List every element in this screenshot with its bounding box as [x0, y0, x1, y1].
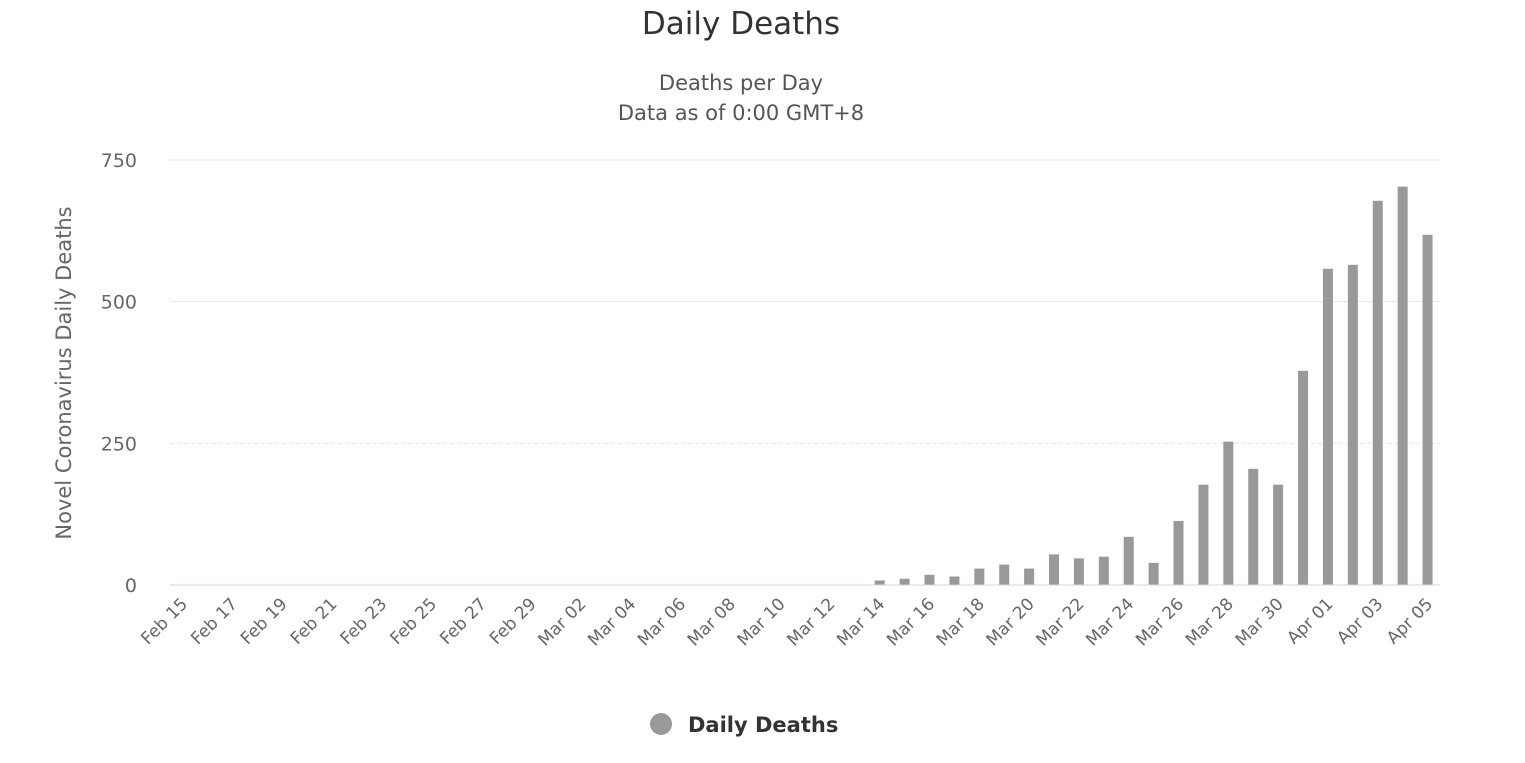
- x-tick-label-mar-16: Mar 16: [883, 594, 939, 650]
- gridlines: [170, 159, 1440, 444]
- bar-mar-28[interactable]: [1223, 441, 1234, 585]
- x-tick-label-apr-05: Apr 05: [1383, 594, 1437, 648]
- x-tick-label-mar-26: Mar 26: [1132, 594, 1188, 650]
- bar-mar-24[interactable]: [1123, 536, 1134, 585]
- x-tick-label-mar-08: Mar 08: [684, 594, 740, 650]
- x-tick-label-mar-22: Mar 22: [1033, 594, 1089, 650]
- y-tick-label-500: 500: [101, 292, 137, 314]
- chart-subtitle-line-1: Deaths per Day: [659, 71, 823, 95]
- x-tick-label-mar-18: Mar 18: [933, 594, 989, 650]
- y-axis-label: Novel Coronavirus Daily Deaths: [52, 206, 76, 539]
- x-tick-label-apr-03: Apr 03: [1333, 594, 1387, 648]
- x-tick-label-feb-25: Feb 25: [386, 594, 441, 649]
- bar-mar-22[interactable]: [1073, 558, 1084, 585]
- x-tick-label-mar-10: Mar 10: [734, 594, 790, 650]
- bar-apr-01[interactable]: [1322, 268, 1333, 585]
- bar-apr-05[interactable]: [1422, 234, 1433, 586]
- legend[interactable]: Daily Deaths: [650, 713, 838, 737]
- bar-mar-19[interactable]: [999, 564, 1010, 585]
- x-tick-label-mar-20: Mar 20: [983, 594, 1039, 650]
- bar-apr-04[interactable]: [1397, 186, 1408, 585]
- legend-label-daily-deaths[interactable]: Daily Deaths: [688, 713, 838, 737]
- x-tick-label-mar-28: Mar 28: [1182, 594, 1238, 650]
- x-tick-label-feb-27: Feb 27: [436, 594, 491, 649]
- x-tick-label-mar-06: Mar 06: [634, 594, 690, 650]
- x-tick-label-feb-23: Feb 23: [337, 594, 392, 649]
- y-tick-label-0: 0: [125, 575, 137, 597]
- y-tick-label-750: 750: [101, 150, 137, 172]
- x-tick-label-mar-04: Mar 04: [584, 594, 640, 650]
- bar-mar-29[interactable]: [1248, 468, 1259, 585]
- x-tick-label-apr-01: Apr 01: [1283, 594, 1337, 648]
- bar-mar-20[interactable]: [1024, 568, 1035, 585]
- y-tick-label-250: 250: [101, 433, 137, 455]
- x-tick-label-mar-12: Mar 12: [783, 594, 839, 650]
- bar-apr-03[interactable]: [1372, 200, 1383, 586]
- bar-mar-26[interactable]: [1173, 520, 1184, 585]
- x-tick-label-feb-15: Feb 15: [137, 594, 192, 649]
- x-tick-label-mar-14: Mar 14: [833, 594, 889, 650]
- bar-mar-16[interactable]: [924, 574, 935, 585]
- bar-mar-21[interactable]: [1049, 554, 1060, 585]
- x-tick-label-feb-17: Feb 17: [187, 594, 242, 649]
- bar-mar-18[interactable]: [974, 568, 985, 585]
- x-tick-label-feb-21: Feb 21: [287, 594, 342, 649]
- bar-mar-14[interactable]: [874, 580, 885, 585]
- legend-swatch-daily-deaths: [650, 713, 672, 735]
- x-tick-label-feb-19: Feb 19: [237, 594, 292, 649]
- x-tick-label-mar-30: Mar 30: [1232, 594, 1288, 650]
- bar-mar-25[interactable]: [1148, 562, 1159, 585]
- chart-subtitle-line-2: Data as of 0:00 GMT+8: [618, 101, 864, 125]
- bar-mar-27[interactable]: [1198, 484, 1209, 585]
- y-axis-ticks: 0 250 500 750: [101, 150, 137, 597]
- bar-mar-31[interactable]: [1298, 370, 1309, 585]
- x-tick-label-mar-24: Mar 24: [1082, 594, 1138, 650]
- bar-mar-30[interactable]: [1273, 484, 1284, 585]
- x-tick-label-mar-02: Mar 02: [534, 594, 590, 650]
- bar-series-daily-deaths[interactable]: [874, 186, 1433, 586]
- bar-apr-02[interactable]: [1347, 264, 1358, 585]
- bar-mar-23[interactable]: [1098, 556, 1109, 585]
- x-tick-label-feb-29: Feb 29: [486, 594, 541, 649]
- chart-title: Daily Deaths: [642, 6, 840, 42]
- bar-mar-15[interactable]: [899, 578, 910, 585]
- bar-mar-17[interactable]: [949, 576, 960, 586]
